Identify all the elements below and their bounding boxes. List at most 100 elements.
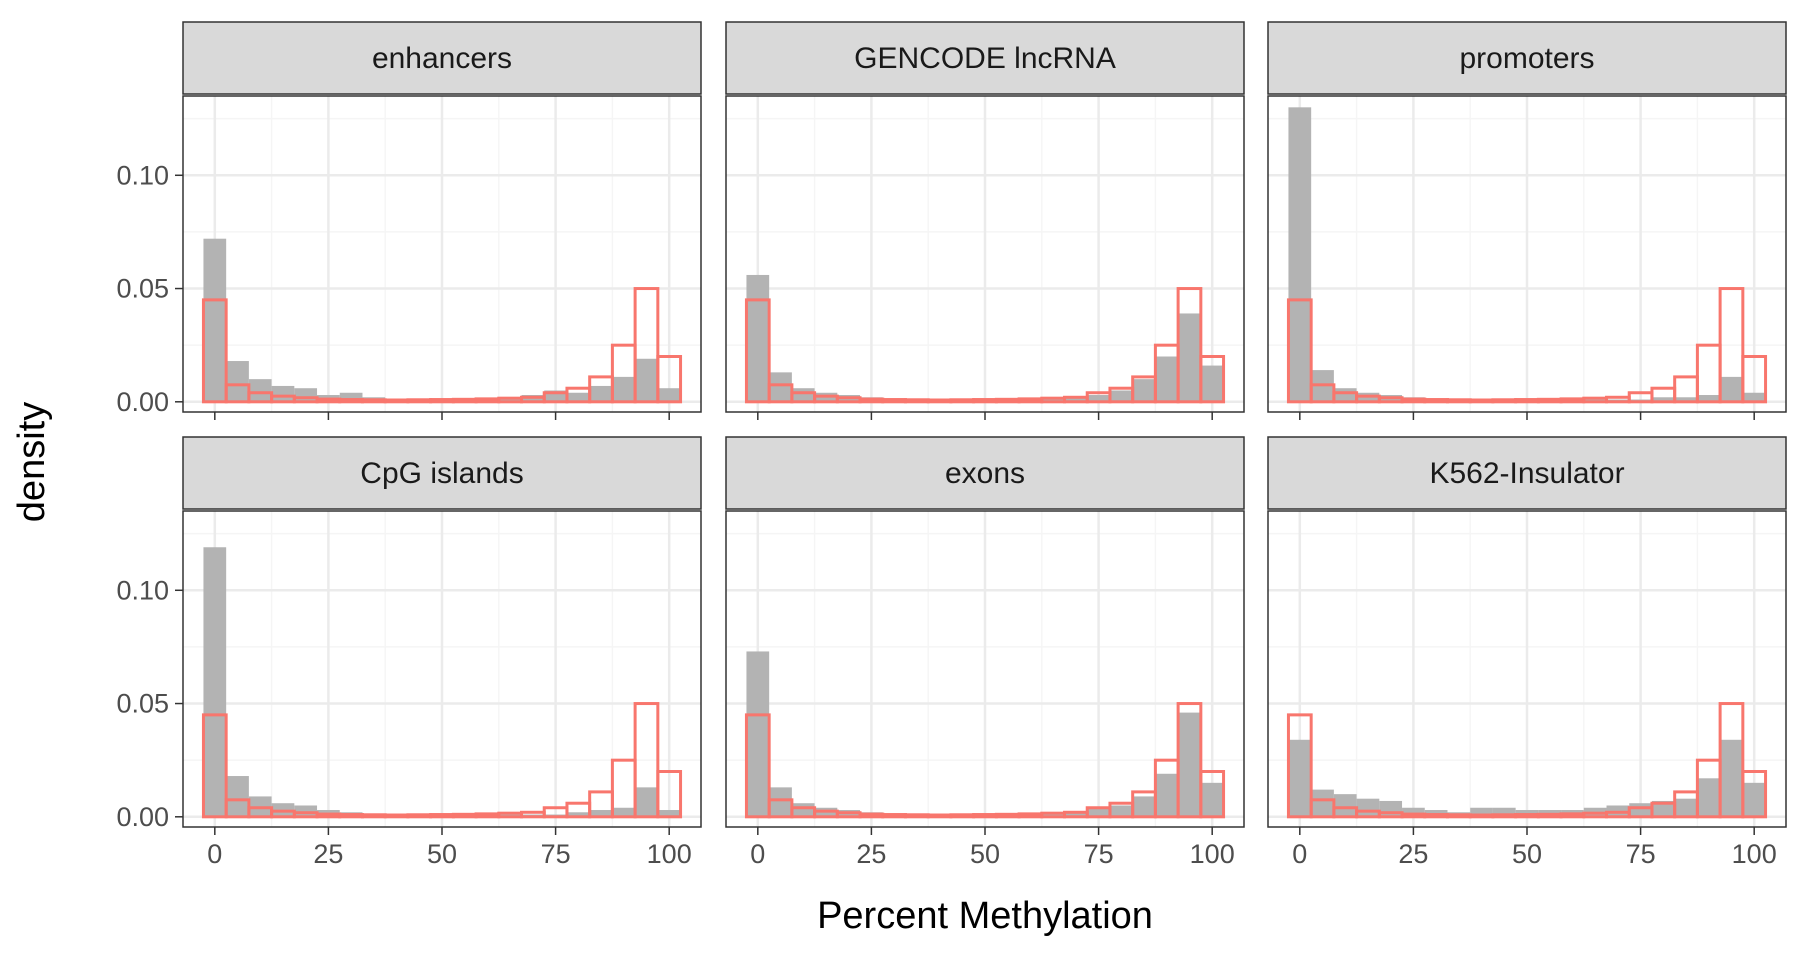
reference-histogram-bar <box>201 298 228 404</box>
histogram-bar <box>1288 107 1312 402</box>
histogram-bar <box>1311 789 1334 817</box>
reference-histogram-bar <box>858 812 885 819</box>
histogram-bar <box>248 379 272 402</box>
histogram-bar <box>566 812 590 817</box>
reference-histogram-bar <box>633 702 660 819</box>
reference-histogram-bar <box>1718 702 1745 819</box>
reference-histogram-bar <box>926 398 953 404</box>
reference-histogram-bar <box>1536 812 1563 819</box>
facet-strip-label: CpG islands <box>360 457 523 490</box>
reference-histogram-bar <box>1400 397 1427 404</box>
reference-histogram-bar <box>1514 398 1540 404</box>
histogram-bar <box>791 388 815 402</box>
histogram-bar <box>1087 395 1110 402</box>
histogram-bar <box>1742 392 1766 402</box>
x-axis-title: Percent Methylation <box>817 895 1153 937</box>
histogram-bar <box>1492 807 1516 817</box>
histogram-bar <box>612 376 636 402</box>
histogram-bar <box>1356 798 1380 817</box>
histogram-bar <box>1697 395 1721 402</box>
reference-histogram-bar <box>1559 397 1586 404</box>
histogram-bar <box>635 358 658 402</box>
y-tick-label: 0.05 <box>116 689 169 719</box>
x-tick-label: 25 <box>1398 839 1428 869</box>
histogram-bar <box>294 805 318 817</box>
histogram-bar <box>1651 397 1675 402</box>
reference-histogram-bar <box>1536 397 1563 404</box>
facet-strip-label: GENCODE lncRNA <box>854 42 1116 75</box>
histogram-bar <box>746 651 770 817</box>
y-axis-title: density <box>11 402 53 522</box>
histogram-bar <box>226 776 249 817</box>
histogram-bar <box>1379 800 1403 817</box>
reference-histogram-bar <box>1741 355 1768 404</box>
reference-histogram-bar <box>949 813 976 819</box>
reference-histogram-bar <box>1468 398 1495 404</box>
histogram-bar <box>1697 778 1721 817</box>
histogram-bar <box>1742 782 1766 817</box>
reference-histogram-bar <box>1491 398 1518 404</box>
histogram-bar <box>226 361 249 402</box>
reference-histogram-bar <box>429 398 455 404</box>
reference-histogram-bar <box>903 813 930 819</box>
reference-histogram-bar <box>858 397 885 404</box>
histogram-bar <box>1064 397 1088 402</box>
histogram-bar <box>1674 397 1698 402</box>
facet-strip-label: promoters <box>1459 42 1594 75</box>
histogram-bar <box>746 274 770 402</box>
reference-histogram-bar <box>315 397 342 404</box>
x-tick-label: 75 <box>541 839 571 869</box>
facet-panel: K562-Insulator <box>1267 436 1787 828</box>
x-tick-label: 50 <box>1512 839 1542 869</box>
histogram-bar <box>1132 379 1156 402</box>
y-tick-label: 0.05 <box>116 274 169 304</box>
panels-layer: enhancers GENCODE lncRNA promoters CpG isla… <box>182 21 1787 828</box>
reference-histogram-bar <box>1445 813 1472 819</box>
reference-histogram-bar <box>451 397 478 404</box>
reference-histogram-bar <box>994 812 1021 819</box>
reference-histogram-bar <box>926 813 953 819</box>
reference-histogram-bar <box>1286 298 1313 404</box>
histogram-bar <box>589 810 613 817</box>
reference-histogram-bar <box>360 813 387 819</box>
histogram-bar <box>1674 798 1698 817</box>
x-tick-label: 100 <box>647 839 692 869</box>
reference-histogram-bar <box>1199 355 1226 404</box>
histogram-bar <box>203 238 227 402</box>
x-tick-label: 0 <box>207 839 222 869</box>
x-tick-label: 75 <box>1084 839 1114 869</box>
facet-strip-label: exons <box>945 457 1025 490</box>
x-tick-label: 50 <box>427 839 457 869</box>
histogram-bar <box>657 810 681 817</box>
reference-histogram-bar <box>429 813 455 819</box>
reference-histogram-bar <box>903 398 930 404</box>
reference-histogram-bar <box>474 812 501 819</box>
histogram-bar <box>1109 805 1133 817</box>
reference-histogram-bar <box>1718 287 1745 404</box>
reference-histogram-bar <box>1445 398 1472 404</box>
histogram-bar <box>635 787 658 817</box>
reference-histogram-bar <box>315 812 342 819</box>
histogram-bar <box>1288 739 1312 817</box>
reference-histogram-bar <box>881 398 907 404</box>
facet-strip <box>1267 21 1787 95</box>
reference-histogram-bar <box>474 397 501 404</box>
reference-histogram-bar <box>338 398 364 404</box>
reference-histogram-bar <box>406 398 433 404</box>
histogram-bar <box>339 392 363 402</box>
facet-panel: enhancers <box>182 21 702 413</box>
histogram-bar <box>1087 807 1110 817</box>
reference-histogram-bar <box>1176 287 1203 404</box>
x-tick-label: 0 <box>750 839 765 869</box>
histogram-bar <box>769 372 792 402</box>
axes-layer: 0.00 0.05 0.10 0.00 0.05 0.10 0 25 50 75 100 0 25 50 7… <box>116 160 1776 869</box>
histogram-bar <box>1629 803 1652 817</box>
histogram-bar <box>1333 388 1357 402</box>
reference-histogram-bar <box>1199 770 1226 819</box>
histogram-bar <box>589 385 613 402</box>
histogram-bar <box>769 787 792 817</box>
x-tick-label: 50 <box>970 839 1000 869</box>
facet-panel: promoters <box>1267 21 1787 413</box>
histogram-bar <box>1178 712 1201 817</box>
